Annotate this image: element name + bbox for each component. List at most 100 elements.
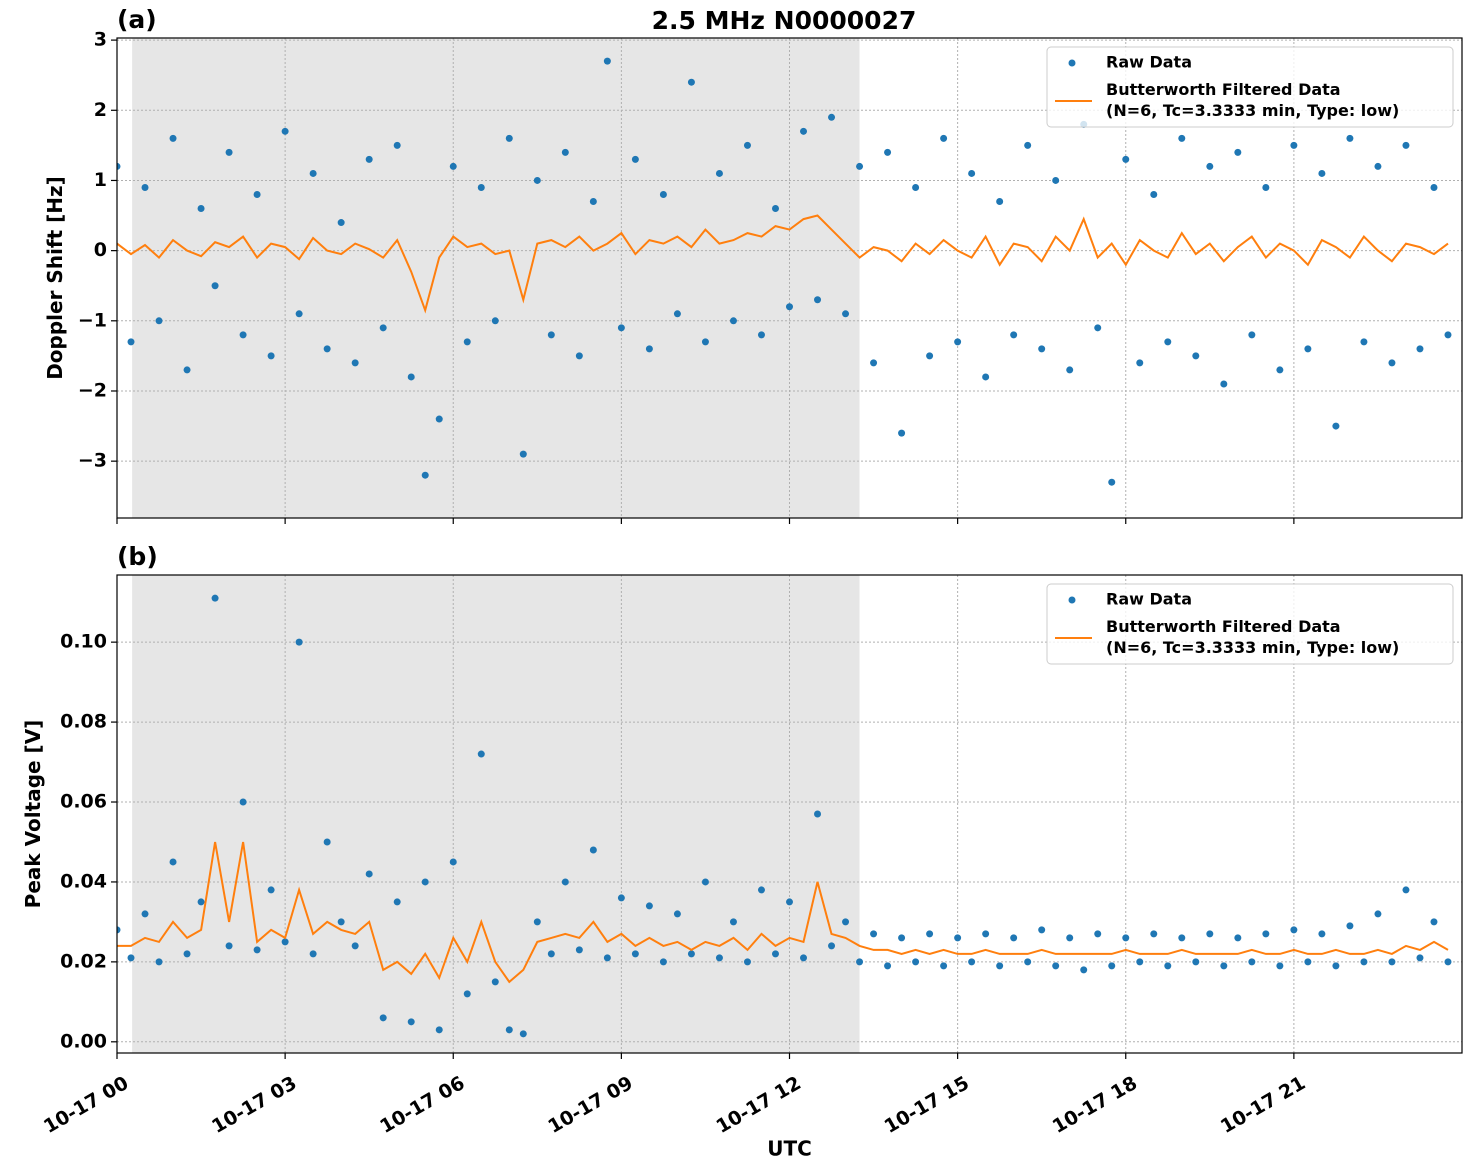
y-tick-label: 3 bbox=[94, 29, 107, 51]
raw-point bbox=[1248, 958, 1256, 966]
raw-point bbox=[155, 317, 163, 325]
raw-point bbox=[631, 155, 639, 163]
legend-label: Butterworth Filtered Data (N=6, Tc=3.3333… bbox=[1106, 80, 1399, 120]
raw-point bbox=[1164, 962, 1172, 970]
raw-point bbox=[505, 1026, 513, 1034]
raw-point bbox=[1276, 962, 1284, 970]
y-tick-label: −3 bbox=[78, 450, 107, 472]
raw-point bbox=[1388, 359, 1396, 367]
raw-point bbox=[491, 317, 499, 325]
raw-point bbox=[617, 894, 625, 902]
filtered-line bbox=[117, 841, 1449, 984]
raw-point bbox=[407, 373, 415, 381]
raw-point bbox=[926, 930, 934, 938]
raw-point bbox=[211, 594, 219, 602]
x-axis-label: UTC bbox=[767, 1137, 812, 1161]
raw-point bbox=[1234, 934, 1242, 942]
raw-point bbox=[1150, 930, 1158, 938]
raw-point bbox=[183, 950, 191, 958]
raw-point bbox=[1108, 478, 1116, 486]
raw-point bbox=[1374, 162, 1382, 170]
raw-point bbox=[898, 934, 906, 942]
raw-point bbox=[1346, 134, 1354, 142]
raw-point bbox=[1416, 954, 1424, 962]
raw-point bbox=[1360, 338, 1368, 346]
raw-point bbox=[127, 338, 135, 346]
raw-point bbox=[1402, 141, 1410, 149]
raw-point bbox=[996, 962, 1004, 970]
raw-point bbox=[1388, 958, 1396, 966]
raw-point bbox=[1052, 962, 1060, 970]
raw-point bbox=[659, 958, 667, 966]
panel-label: (b) bbox=[117, 542, 158, 571]
raw-point bbox=[169, 858, 177, 866]
raw-point bbox=[169, 134, 177, 142]
raw-point bbox=[659, 190, 667, 198]
raw-point bbox=[870, 359, 878, 367]
raw-point bbox=[575, 946, 583, 954]
raw-point bbox=[117, 926, 121, 934]
raw-point bbox=[253, 946, 261, 954]
raw-point bbox=[1332, 422, 1340, 430]
raw-point bbox=[421, 878, 429, 886]
raw-point bbox=[1080, 966, 1088, 974]
legend-label: Raw Data bbox=[1106, 590, 1192, 609]
raw-point bbox=[1192, 352, 1200, 360]
raw-point bbox=[898, 429, 906, 437]
raw-point bbox=[239, 798, 247, 806]
raw-point bbox=[239, 331, 247, 339]
raw-point bbox=[505, 134, 513, 142]
raw-point bbox=[1010, 934, 1018, 942]
raw-point bbox=[771, 205, 779, 213]
y-tick-label: 0.06 bbox=[60, 791, 107, 813]
raw-point bbox=[701, 878, 709, 886]
raw-point bbox=[449, 858, 457, 866]
raw-point bbox=[281, 938, 289, 946]
raw-point bbox=[561, 878, 569, 886]
raw-point bbox=[715, 169, 723, 177]
raw-point bbox=[673, 910, 681, 918]
raw-point bbox=[1402, 886, 1410, 894]
raw-point bbox=[337, 918, 345, 926]
raw-point bbox=[1066, 934, 1074, 942]
raw-point bbox=[828, 113, 836, 121]
raw-point bbox=[954, 934, 962, 942]
raw-point bbox=[968, 958, 976, 966]
raw-point bbox=[743, 958, 751, 966]
legend-label: Raw Data bbox=[1106, 53, 1192, 72]
raw-point bbox=[856, 958, 864, 966]
raw-point bbox=[786, 898, 793, 906]
raw-point bbox=[1094, 324, 1102, 332]
x-tick-label: 10-17 12 bbox=[713, 1072, 805, 1138]
y-tick-label: 0.04 bbox=[60, 870, 107, 892]
raw-point bbox=[155, 958, 163, 966]
raw-point bbox=[842, 310, 850, 318]
raw-point bbox=[561, 148, 569, 156]
y-axis-label: Doppler Shift [Hz] bbox=[43, 176, 67, 380]
raw-point bbox=[533, 918, 541, 926]
raw-point bbox=[729, 317, 737, 325]
raw-point bbox=[1416, 345, 1424, 353]
raw-point bbox=[786, 303, 793, 311]
raw-point bbox=[547, 331, 555, 339]
raw-point bbox=[701, 338, 709, 346]
raw-point bbox=[1206, 162, 1214, 170]
raw-point bbox=[295, 638, 303, 646]
raw-point bbox=[309, 169, 317, 177]
raw-point bbox=[519, 1030, 527, 1038]
raw-point bbox=[1346, 922, 1354, 930]
raw-point bbox=[1304, 958, 1312, 966]
raw-point bbox=[281, 127, 289, 135]
raw-point bbox=[1360, 958, 1368, 966]
x-tick-label: 10-17 03 bbox=[208, 1072, 300, 1138]
raw-point bbox=[393, 141, 401, 149]
raw-point bbox=[1304, 345, 1312, 353]
y-tick-label: 2 bbox=[94, 99, 107, 121]
x-tick-label: 10-17 00 bbox=[40, 1072, 132, 1138]
raw-point bbox=[757, 331, 765, 339]
raw-point bbox=[211, 282, 219, 290]
raw-point bbox=[800, 127, 808, 135]
legend-label: Butterworth Filtered Data (N=6, Tc=3.3333… bbox=[1106, 617, 1399, 657]
axes-frame bbox=[116, 574, 1463, 1054]
